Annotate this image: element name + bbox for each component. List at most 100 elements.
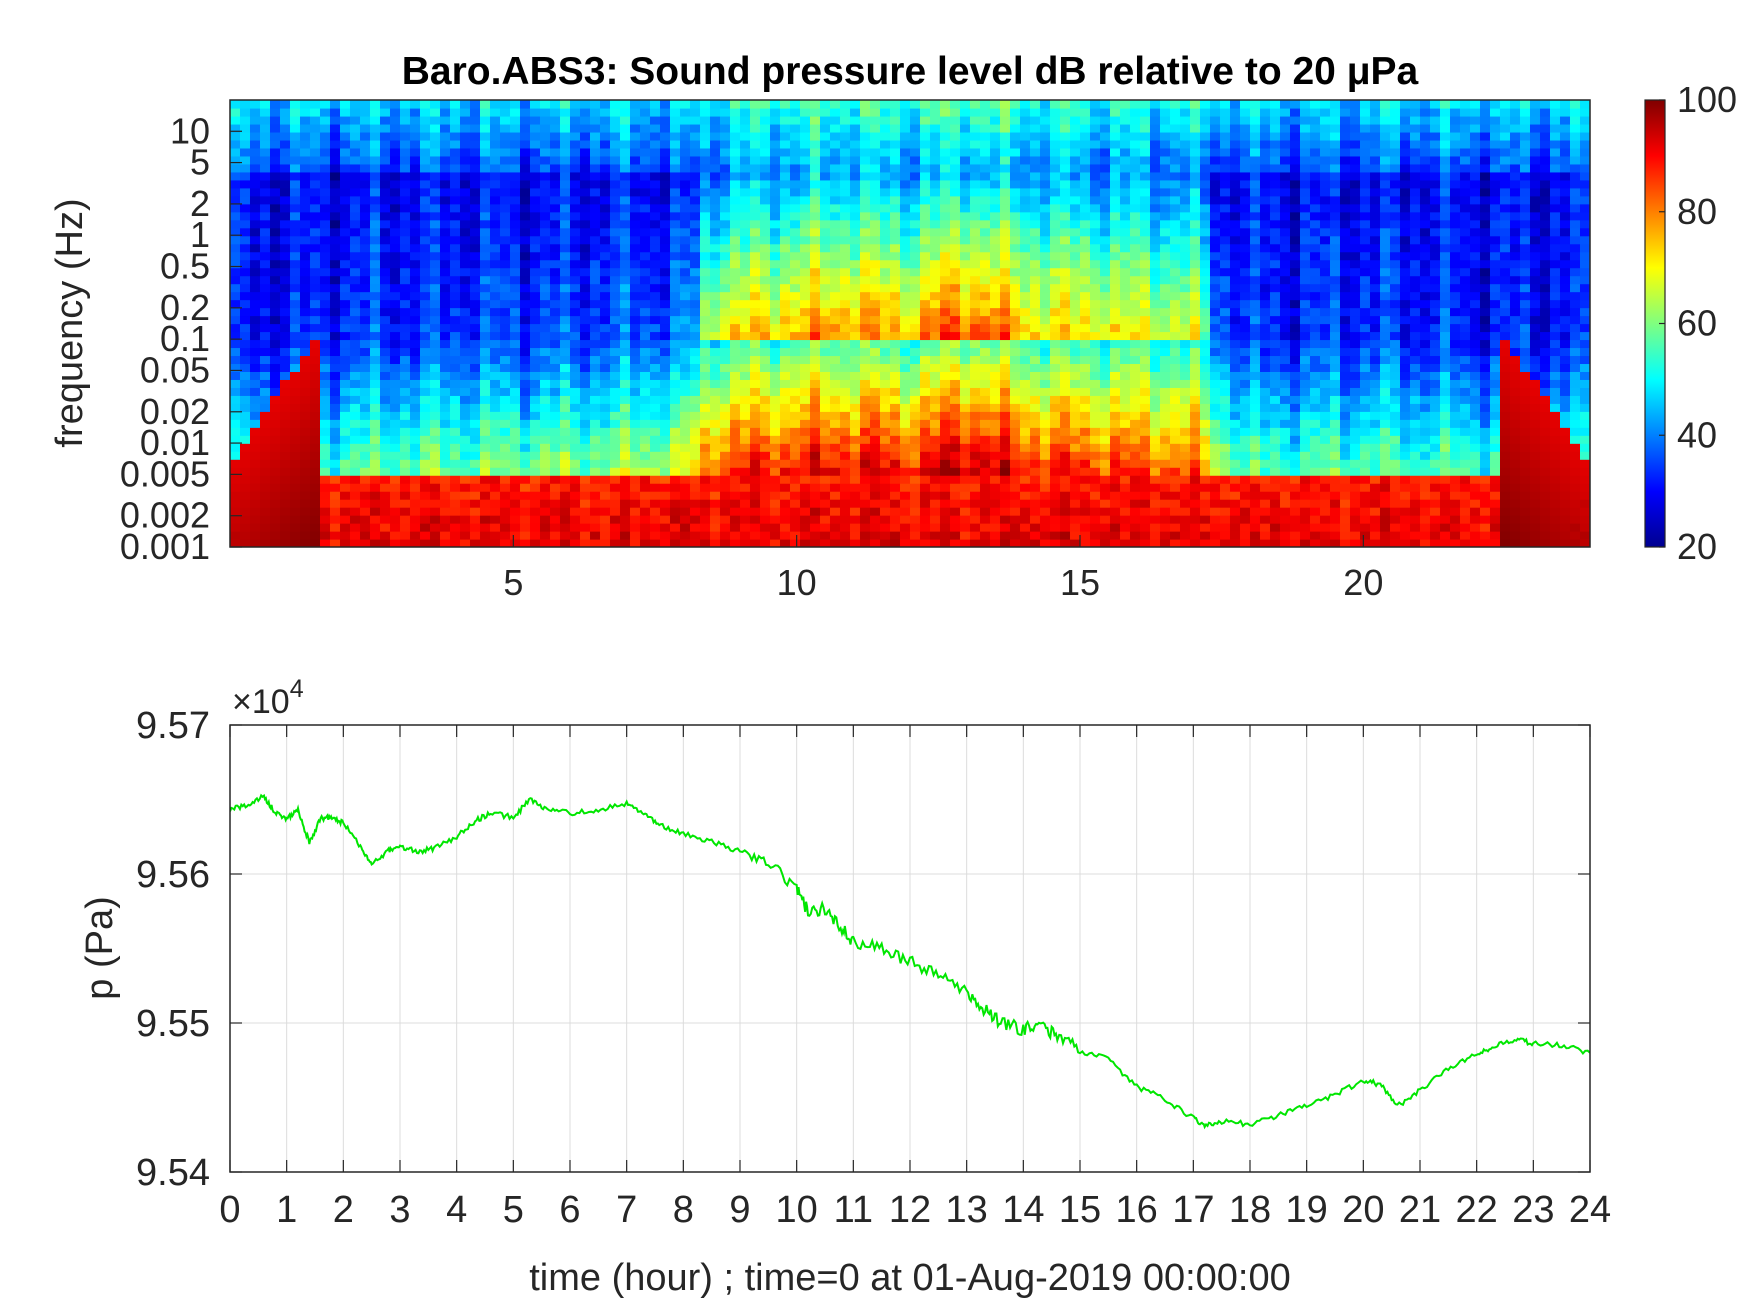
spectrogram-cell bbox=[240, 499, 251, 508]
spectrogram-cell bbox=[1080, 147, 1091, 157]
spectrogram-cell bbox=[710, 427, 721, 436]
spectrogram-cell bbox=[500, 299, 511, 309]
spectrogram-cell bbox=[1020, 475, 1031, 484]
spectrogram-cell bbox=[780, 475, 791, 484]
spectrogram-cell bbox=[640, 299, 651, 309]
spectrogram-cell bbox=[260, 475, 271, 484]
spectrogram-cell bbox=[250, 403, 261, 412]
spectrogram-cell bbox=[790, 227, 801, 237]
spectrogram-cell bbox=[340, 243, 351, 253]
spectrogram-cell bbox=[440, 339, 451, 349]
spectrogram-cell bbox=[470, 491, 481, 500]
spectrogram-cell bbox=[720, 115, 731, 125]
spectrogram-cell bbox=[720, 531, 731, 540]
spectrogram-cell bbox=[590, 515, 601, 524]
spectrogram-cell bbox=[750, 187, 761, 197]
spectrogram-cell bbox=[390, 387, 401, 396]
spectrogram-cell bbox=[470, 507, 481, 516]
spectrogram-cell bbox=[260, 315, 271, 325]
spectrogram-cell bbox=[660, 347, 671, 357]
spectrogram-cell bbox=[820, 219, 831, 229]
spectrogram-cell bbox=[1120, 531, 1131, 540]
spectrogram-cell bbox=[330, 211, 341, 221]
spectrogram-cell bbox=[350, 275, 361, 285]
spectrogram-cell bbox=[450, 251, 461, 261]
spectrogram-cell bbox=[1020, 355, 1031, 365]
spectrogram-cell bbox=[310, 387, 321, 396]
spectrogram-cell bbox=[970, 403, 981, 412]
spectrogram-cell bbox=[1090, 187, 1101, 197]
spectrogram-cell bbox=[1080, 235, 1091, 245]
spectrogram-cell bbox=[1110, 459, 1121, 468]
spectrogram-cell bbox=[810, 107, 821, 117]
spectrogram-cell bbox=[490, 235, 501, 245]
spectrogram-cell bbox=[690, 283, 701, 293]
spectrogram-cell bbox=[1000, 355, 1011, 365]
spectrogram-cell bbox=[1020, 403, 1031, 412]
spectrogram-cell bbox=[920, 283, 931, 293]
spectrogram-cell bbox=[370, 371, 381, 380]
spectrogram-cell bbox=[900, 531, 911, 540]
spectrogram-cell bbox=[290, 427, 301, 436]
spectrogram-cell bbox=[390, 147, 401, 157]
spectrogram-cell bbox=[360, 195, 371, 205]
spectrogram-cell bbox=[790, 459, 801, 468]
spectrogram-cell bbox=[780, 403, 791, 412]
spectrogram-cell bbox=[410, 451, 421, 460]
spectrogram-cell bbox=[430, 379, 441, 388]
spectrogram-cell bbox=[1110, 387, 1121, 396]
spectrogram-cell bbox=[890, 403, 901, 412]
spectrogram-cell bbox=[540, 515, 551, 524]
spectrogram-cell bbox=[370, 387, 381, 396]
spectrogram-cell bbox=[830, 139, 841, 149]
spectrogram-cell bbox=[430, 259, 441, 269]
spectrogram-cell bbox=[510, 499, 521, 508]
spectrogram-cell bbox=[350, 131, 361, 141]
spectrogram-cell bbox=[990, 251, 1001, 261]
spectrogram-cell bbox=[510, 371, 521, 380]
spectrogram-cell bbox=[540, 131, 551, 141]
spectrogram-cell bbox=[430, 243, 441, 253]
spectrogram-cell bbox=[730, 291, 741, 301]
spectrogram-cell bbox=[860, 187, 871, 197]
spectrogram-cell bbox=[530, 259, 541, 269]
spectrogram-cell bbox=[890, 259, 901, 269]
spectrogram-cell bbox=[900, 339, 911, 349]
spectrogram-cell bbox=[970, 267, 981, 277]
spectrogram-cell bbox=[390, 379, 401, 388]
spectrogram-cell bbox=[290, 531, 301, 540]
spectrogram-cell bbox=[560, 539, 571, 547]
spectrogram-cell bbox=[860, 379, 871, 388]
spectrogram-cell bbox=[890, 100, 901, 109]
spectrogram-cell bbox=[800, 339, 811, 349]
spectrogram-cell bbox=[810, 459, 821, 468]
spectrogram-cell bbox=[400, 459, 411, 468]
spectrogram-cell bbox=[660, 179, 671, 189]
spectrogram-cell bbox=[810, 379, 821, 388]
spectrogram-cell bbox=[800, 395, 811, 404]
spectrogram-cell bbox=[580, 219, 591, 229]
spectrogram-cell bbox=[310, 187, 321, 197]
spectrogram-cell bbox=[770, 395, 781, 404]
spectrogram-cell bbox=[840, 131, 851, 141]
spectrogram-cell bbox=[860, 139, 871, 149]
spectrogram-cell bbox=[880, 307, 891, 317]
spectrogram-cell bbox=[880, 523, 891, 532]
spectrogram-cell bbox=[640, 315, 651, 325]
spectrogram-cell bbox=[640, 331, 651, 341]
spectrogram-cell bbox=[500, 131, 511, 141]
spectrogram-cell bbox=[450, 395, 461, 404]
spectrogram-cell bbox=[320, 131, 331, 141]
spectrogram-cell bbox=[770, 443, 781, 452]
spectrogram-cell bbox=[850, 107, 861, 117]
spectrogram-cell bbox=[440, 539, 451, 547]
spectrogram-cell bbox=[780, 459, 791, 468]
spectrogram-cell bbox=[610, 115, 621, 125]
spectrogram-cell bbox=[710, 499, 721, 508]
spectrogram-cell bbox=[830, 507, 841, 516]
spectrogram-cell bbox=[460, 491, 471, 500]
spectrogram-cell bbox=[760, 499, 771, 508]
spectrogram-cell bbox=[670, 155, 681, 165]
spectrogram-cell bbox=[380, 539, 391, 547]
spectrogram-cell bbox=[1090, 331, 1101, 341]
